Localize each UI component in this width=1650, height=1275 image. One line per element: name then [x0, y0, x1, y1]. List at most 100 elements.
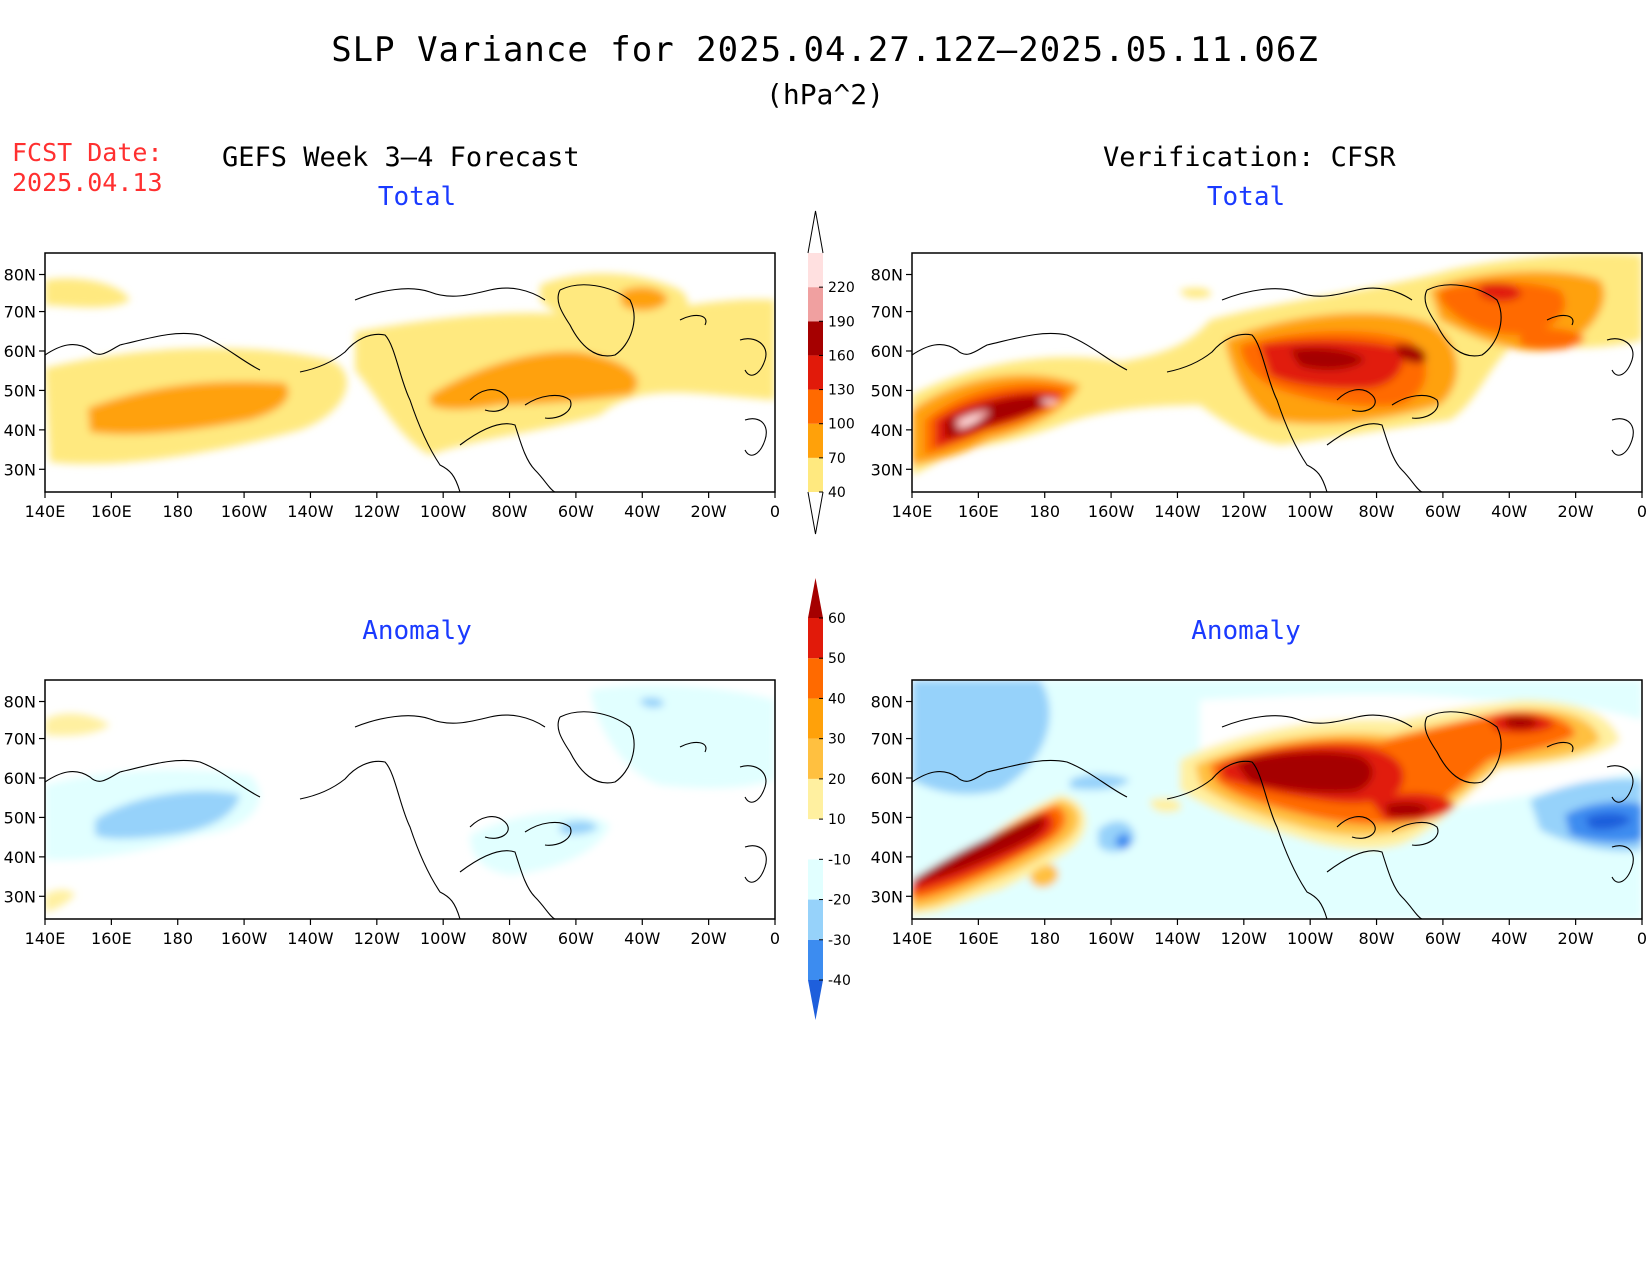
- colorbar-anomaly-top-arrow: [808, 578, 823, 618]
- lon-tick-label: 180: [162, 502, 193, 521]
- lat-tick-label: 60N: [4, 769, 36, 788]
- lon-tick-label: 180: [162, 929, 193, 948]
- lat-tick-label: 60N: [871, 769, 903, 788]
- colorbar-anomaly-label: 10: [828, 812, 846, 828]
- frame-verification-total: [911, 252, 1643, 493]
- colorbar-anomaly-swatch: [808, 778, 823, 820]
- lon-tick-label: 20W: [691, 929, 727, 948]
- panel-label-verification-anomaly: Anomaly: [1191, 616, 1301, 646]
- verification-column-title: Verification: CFSR: [1103, 142, 1396, 173]
- lon-tick-label: 140E: [892, 929, 933, 948]
- lon-tick-label: 160W: [1088, 502, 1135, 521]
- lon-tick-label: 100W: [420, 502, 467, 521]
- colorbar-total-swatch: [808, 423, 823, 458]
- verification-anomaly-map: [912, 680, 1642, 919]
- frame-forecast-total: [44, 252, 776, 493]
- colorbar-anomaly-label: 40: [828, 691, 846, 707]
- colorbar-total-label: 40: [828, 485, 846, 501]
- forecast-anomaly-fill: [45, 684, 775, 912]
- lon-tick-label: 120W: [354, 502, 401, 521]
- colorbar-total-label: 220: [828, 280, 855, 296]
- coastline-verification-anomaly: [911, 711, 1634, 920]
- colorbar-anomaly-label: 60: [828, 611, 846, 627]
- lat-tick-label: 80N: [871, 266, 903, 285]
- lon-tick-label: 140E: [25, 929, 66, 948]
- verification-total-map: [912, 253, 1642, 492]
- lon-tick-label: 80W: [491, 502, 527, 521]
- lon-tick-label: 160E: [958, 929, 999, 948]
- colorbar-total-label: 70: [828, 451, 846, 467]
- lat-tick-label: 70N: [871, 730, 903, 749]
- lon-tick-label: 140W: [1154, 502, 1201, 521]
- lat-tick-label: 80N: [871, 693, 903, 712]
- lon-tick-label: 100W: [420, 929, 467, 948]
- lon-tick-label: 140W: [287, 502, 334, 521]
- axes-layer: 80N 70N 60N 50N 40N 30N 140E 160E 180 160W 140W 120…: [4, 266, 1647, 948]
- colorbar-total-top-arrow: [807, 210, 824, 254]
- colorbar-anomaly-label: -40: [828, 973, 851, 989]
- lat-tick-label: 50N: [4, 381, 36, 400]
- colorbar-total-swatch: [808, 287, 823, 322]
- lon-tick-label: 80W: [1358, 502, 1394, 521]
- lon-tick-label: 160E: [91, 502, 132, 521]
- lat-tick-label: 30N: [4, 887, 36, 906]
- lat-tick-label: 30N: [871, 460, 903, 479]
- lon-tick-label: 140W: [287, 929, 334, 948]
- colorbar-total-swatch: [808, 389, 823, 424]
- lon-tick-label: 140E: [25, 502, 66, 521]
- panel-label-forecast-total: Total: [377, 182, 457, 212]
- lon-tick-label: 20W: [691, 502, 727, 521]
- lon-tick-label: 0: [1637, 929, 1647, 948]
- lon-tick-label: 40W: [624, 929, 660, 948]
- lat-tick-label: 40N: [4, 421, 36, 440]
- lat-tick-label: 70N: [4, 303, 36, 322]
- colorbar-total-label: 130: [828, 383, 855, 399]
- lon-tick-label: 180: [1029, 929, 1060, 948]
- colorbar-total: 40 70 100 130 160 190 220: [807, 210, 855, 535]
- colorbar-anomaly-swatch: [808, 819, 823, 860]
- lon-tick-label: 100W: [1287, 502, 1334, 521]
- forecast-date-value: 2025.04.13: [12, 168, 163, 197]
- lon-tick-label: 60W: [558, 929, 594, 948]
- colorbar-anomaly-swatch: [808, 618, 823, 659]
- units-label: (hPa^2): [765, 78, 884, 111]
- colorbar-total-label: 100: [828, 417, 855, 433]
- colorbar-anomaly-swatch: [808, 698, 823, 739]
- colorbar-anomaly-swatch: [808, 738, 823, 779]
- lat-tick-label: 50N: [871, 381, 903, 400]
- frame-verification-anomaly: [911, 679, 1643, 920]
- colorbar-anomaly-swatch: [808, 899, 823, 940]
- colorbar-anomaly: -40 -30 -20 -10 10 20 30 40 50 60: [808, 578, 851, 1020]
- lon-tick-label: 20W: [1558, 929, 1594, 948]
- colorbar-total-label: 190: [828, 314, 855, 330]
- lon-tick-label: 0: [770, 929, 780, 948]
- colorbar-anomaly-swatch: [808, 658, 823, 699]
- lon-tick-label: 80W: [1358, 929, 1394, 948]
- colorbar-anomaly-label: -20: [828, 893, 851, 909]
- colorbar-anomaly-label: 30: [828, 732, 846, 748]
- colorbar-anomaly-label: 50: [828, 651, 846, 667]
- lon-tick-label: 180: [1029, 502, 1060, 521]
- verification-total-fill: [912, 253, 1642, 475]
- colorbar-total-swatch: [808, 457, 823, 492]
- lon-tick-label: 120W: [1221, 929, 1268, 948]
- coastline-verification-total: [911, 284, 1634, 493]
- forecast-column-title: GEFS Week 3–4 Forecast: [222, 142, 580, 173]
- lat-tick-label: 40N: [4, 848, 36, 867]
- lat-tick-label: 60N: [4, 342, 36, 361]
- lat-tick-label: 50N: [871, 808, 903, 827]
- colorbar-total-swatch: [808, 253, 823, 288]
- forecast-date-label: FCST Date: 2025.04.13: [12, 138, 163, 198]
- colorbar-total-swatch: [808, 355, 823, 390]
- main-title: SLP Variance for 2025.04.27.12Z–2025.05.…: [331, 30, 1319, 70]
- colorbar-anomaly-label: 20: [828, 772, 846, 788]
- lon-tick-label: 120W: [354, 929, 401, 948]
- forecast-date-caption: FCST Date:: [12, 138, 163, 167]
- forecast-total-map: [45, 253, 775, 492]
- forecast-total-fill: [45, 273, 775, 464]
- colorbar-total-swatch: [808, 321, 823, 356]
- lon-tick-label: 160W: [221, 502, 268, 521]
- lon-tick-label: 40W: [1491, 929, 1527, 948]
- lat-tick-label: 30N: [871, 887, 903, 906]
- lon-tick-label: 40W: [624, 502, 660, 521]
